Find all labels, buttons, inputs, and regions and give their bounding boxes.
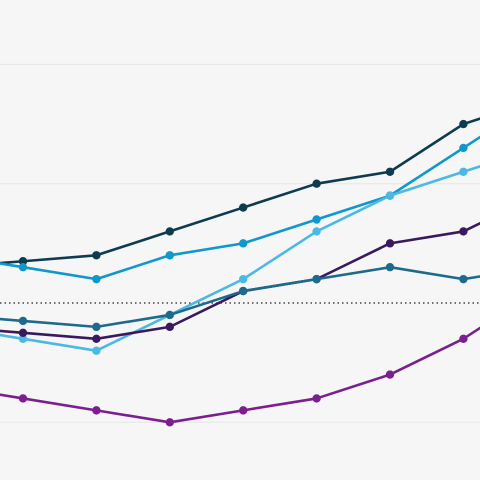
data-point	[312, 274, 321, 284]
data-point	[165, 418, 174, 427]
data-point	[385, 263, 395, 272]
data-point	[239, 406, 248, 415]
series-line	[0, 117, 480, 265]
series-line	[0, 221, 480, 341]
data-point	[385, 191, 395, 200]
data-point	[239, 239, 248, 248]
data-point	[18, 394, 28, 403]
data-point	[459, 119, 468, 129]
data-point	[165, 310, 174, 320]
data-point	[239, 203, 248, 212]
data-point	[92, 406, 101, 415]
data-point	[18, 328, 28, 338]
series-line	[0, 135, 480, 281]
data-point	[459, 227, 468, 236]
series-6	[0, 326, 480, 427]
data-point	[312, 215, 321, 224]
data-point	[92, 274, 101, 284]
data-point	[459, 143, 468, 153]
data-point	[18, 316, 28, 326]
data-point	[92, 322, 101, 332]
data-point	[18, 263, 28, 272]
data-point	[385, 239, 395, 248]
data-point	[312, 394, 321, 403]
data-point	[18, 334, 28, 343]
data-point	[165, 227, 174, 236]
gridlines	[0, 63, 480, 423]
series-2	[0, 135, 480, 284]
data-point	[165, 251, 174, 260]
data-point	[239, 286, 248, 296]
data-point	[92, 346, 101, 355]
data-point	[18, 257, 28, 266]
data-point	[239, 274, 248, 284]
data-point	[312, 227, 321, 236]
series-5	[0, 263, 480, 332]
data-point	[385, 370, 395, 379]
series-3	[0, 165, 480, 355]
series-line	[0, 165, 480, 353]
data-point	[459, 167, 468, 176]
data-point	[459, 274, 468, 284]
series-1	[0, 117, 480, 266]
data-point	[92, 251, 101, 260]
data-point	[459, 334, 468, 343]
data-point	[92, 334, 101, 343]
data-point	[312, 179, 321, 188]
series-group	[0, 117, 480, 427]
data-point	[385, 167, 395, 176]
data-point	[165, 322, 174, 332]
